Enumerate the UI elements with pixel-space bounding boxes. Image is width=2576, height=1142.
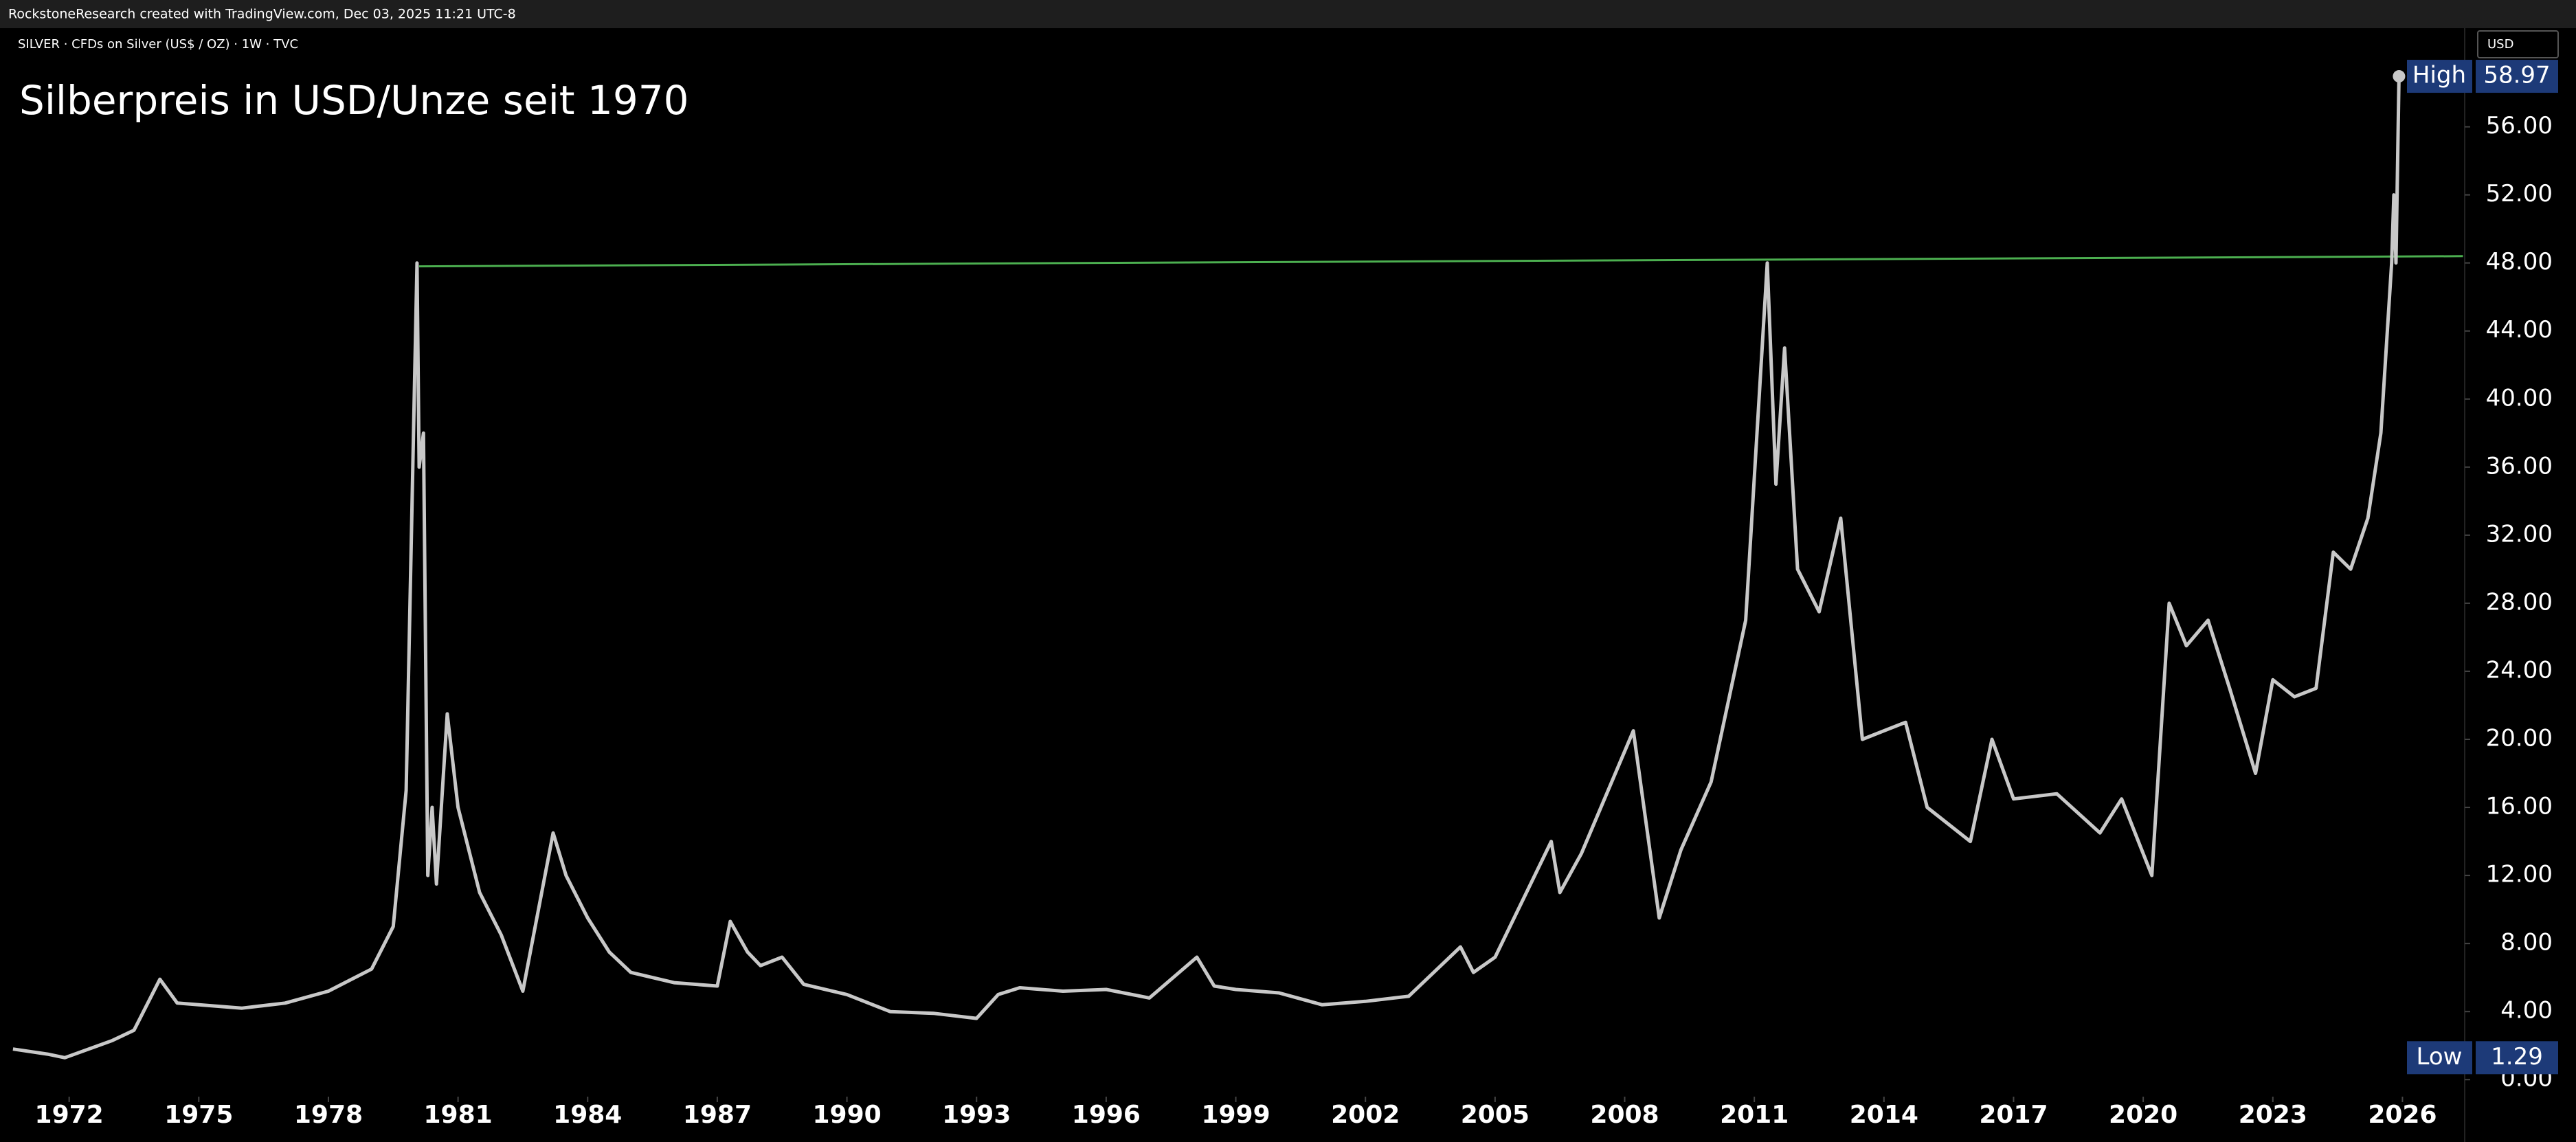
chart-title: Silberpreis in USD/Unze seit 1970 bbox=[19, 77, 689, 124]
high-value-box bbox=[2476, 60, 2558, 93]
x-tick-label: 1987 bbox=[683, 1101, 752, 1129]
x-tick-label: 1993 bbox=[942, 1101, 1011, 1129]
price-line bbox=[12, 76, 2401, 1060]
y-tick-label: 4.00 bbox=[2500, 997, 2553, 1025]
y-tick-label: 40.00 bbox=[2486, 384, 2553, 412]
x-tick-label: 2002 bbox=[1331, 1101, 1400, 1129]
x-tick-label: 2026 bbox=[2368, 1101, 2437, 1129]
y-tick-label: 56.00 bbox=[2486, 112, 2553, 139]
y-tick-label: 44.00 bbox=[2486, 316, 2553, 344]
high-name: High bbox=[2412, 62, 2466, 89]
low-name-box bbox=[2407, 1041, 2472, 1075]
currency-box[interactable] bbox=[2477, 30, 2559, 58]
x-tick-label: 1999 bbox=[1201, 1101, 1270, 1129]
y-tick-label: 12.00 bbox=[2486, 861, 2553, 888]
x-tick-label: 1972 bbox=[35, 1101, 104, 1129]
x-tick-label: 1984 bbox=[553, 1101, 622, 1129]
credit: RockstoneResearch created with TradingVi… bbox=[8, 7, 516, 22]
header-bar bbox=[0, 0, 2576, 28]
currency: USD bbox=[2487, 37, 2513, 52]
x-tick-label: 2023 bbox=[2239, 1101, 2307, 1129]
low-value: 1.29 bbox=[2491, 1043, 2543, 1071]
y-tick-label: 24.00 bbox=[2486, 656, 2553, 684]
x-tick-label: 1975 bbox=[164, 1101, 233, 1129]
trendline bbox=[418, 255, 2463, 268]
high-point bbox=[2393, 70, 2406, 83]
x-tick-label: 1981 bbox=[424, 1101, 493, 1129]
x-tick-label: 2011 bbox=[1720, 1101, 1789, 1129]
y-tick-label: 16.00 bbox=[2486, 793, 2553, 820]
y-tick-label: 8.00 bbox=[2500, 929, 2553, 956]
y-tick-label: 20.00 bbox=[2486, 725, 2553, 752]
y-tick-label: 52.00 bbox=[2486, 180, 2553, 208]
y-tick-label: 36.00 bbox=[2486, 452, 2553, 480]
y-tick-label: 28.00 bbox=[2486, 588, 2553, 616]
x-tick-label: 1978 bbox=[294, 1101, 363, 1129]
x-tick-label: 1990 bbox=[812, 1101, 881, 1129]
x-tick-label: 2014 bbox=[1850, 1101, 1918, 1129]
x-tick-label: 2020 bbox=[2109, 1101, 2177, 1129]
x-tick-label: 2008 bbox=[1590, 1101, 1659, 1129]
subtitle: SILVER · CFDs on Silver (US$ / OZ) · 1W … bbox=[18, 37, 298, 52]
x-tick-label: 2017 bbox=[1979, 1101, 2048, 1129]
high-value: 58.97 bbox=[2483, 62, 2550, 89]
x-tick-label: 1996 bbox=[1072, 1101, 1141, 1129]
low-name: Low bbox=[2417, 1043, 2463, 1071]
x-tick-label: 2005 bbox=[1461, 1101, 1530, 1129]
y-tick-label: 48.00 bbox=[2486, 248, 2553, 276]
low-value-box bbox=[2476, 1041, 2558, 1075]
y-tick-label: 32.00 bbox=[2486, 520, 2553, 548]
high-name-box bbox=[2407, 60, 2472, 93]
